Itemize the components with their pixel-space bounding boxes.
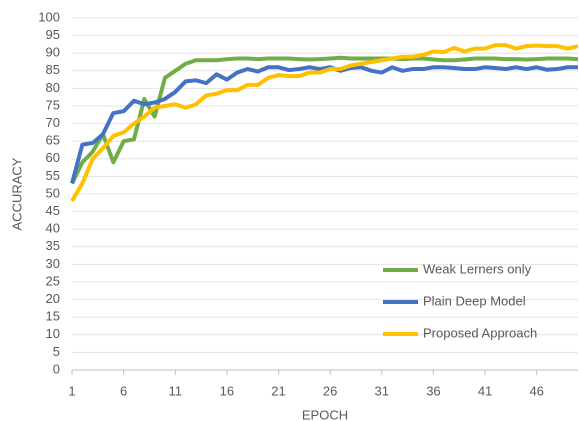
x-axis-label: EPOCH — [302, 407, 348, 421]
y-tick-label: 25 — [46, 273, 60, 288]
x-tick-label: 26 — [323, 383, 337, 398]
legend-label: Proposed Approach — [423, 325, 537, 340]
x-tick-label: 46 — [529, 383, 543, 398]
y-tick-label: 80 — [46, 80, 60, 95]
y-tick-label: 90 — [46, 45, 60, 60]
y-tick-label: 65 — [46, 133, 60, 148]
series-line — [70, 55, 579, 185]
y-tick-label: 10 — [46, 326, 60, 341]
y-tick-label: 60 — [46, 150, 60, 165]
y-tick-label: 75 — [46, 97, 60, 112]
series-line — [70, 65, 578, 184]
x-tick-label: 31 — [375, 383, 389, 398]
x-tick-label: 1 — [68, 383, 75, 398]
y-tick-label: 0 — [53, 361, 60, 376]
x-tick-label: 11 — [169, 383, 183, 398]
legend-label: Weak Lerners only — [423, 261, 532, 276]
legend-label: Plain Deep Model — [423, 293, 526, 308]
y-tick-label: 100 — [38, 9, 60, 24]
x-tick-label: 16 — [220, 383, 234, 398]
y-tick-label: 95 — [46, 27, 60, 42]
y-tick-label: 50 — [46, 185, 60, 200]
y-tick-label: 5 — [53, 344, 60, 359]
y-tick-label: 70 — [46, 115, 60, 130]
y-tick-label: 45 — [46, 203, 60, 218]
y-tick-label: 15 — [46, 309, 60, 324]
y-tick-label: 35 — [46, 238, 60, 253]
y-tick-label: 55 — [46, 168, 60, 183]
y-axis-label: ACCURACY — [9, 157, 24, 230]
y-tick-label: 30 — [46, 256, 60, 271]
y-tick-label: 40 — [46, 221, 60, 236]
x-tick-label: 21 — [271, 383, 285, 398]
series-line — [70, 43, 579, 203]
y-tick-label: 85 — [46, 62, 60, 77]
x-tick-label: 36 — [426, 383, 440, 398]
x-tick-label: 41 — [478, 383, 492, 398]
x-tick-label: 6 — [120, 383, 127, 398]
y-tick-label: 20 — [46, 291, 60, 306]
